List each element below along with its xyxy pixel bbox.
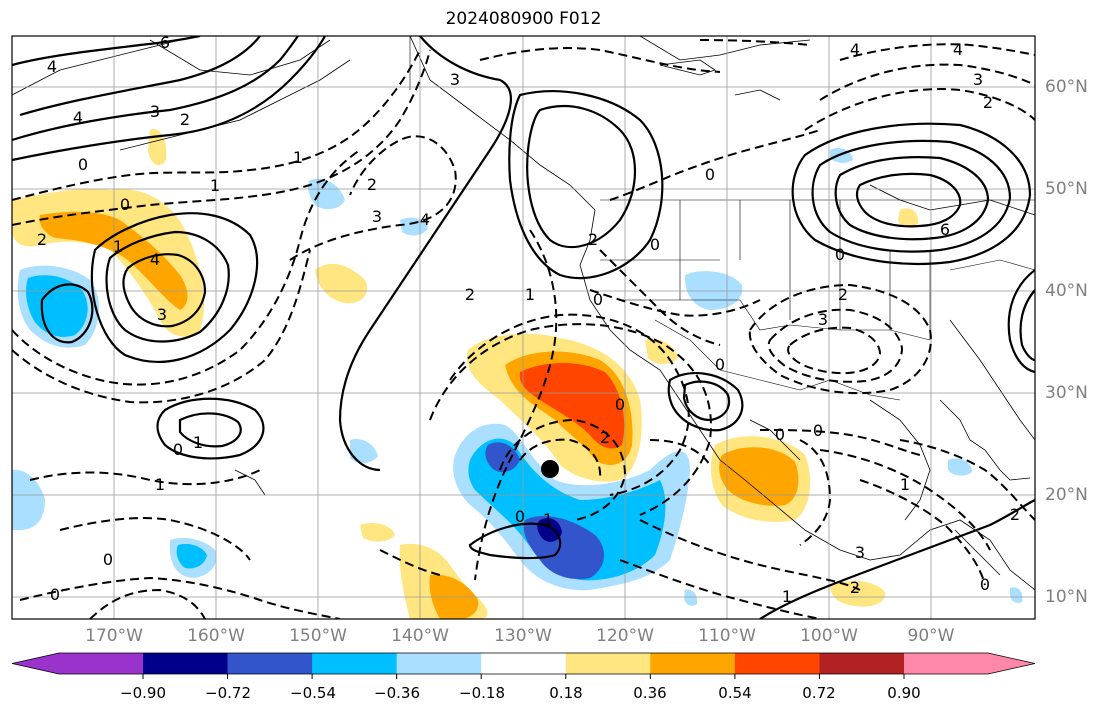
shaded-anomaly-fields — [12, 129, 1023, 619]
contour-label: 2 — [600, 428, 610, 447]
contour-label: 0 — [120, 195, 130, 214]
contour-label: 3 — [372, 207, 382, 226]
lon-label: 130°W — [494, 626, 552, 646]
lat-label: 60°N — [1045, 77, 1088, 97]
lon-label: 110°W — [698, 626, 756, 646]
lon-label: 170°W — [85, 626, 143, 646]
map-frame — [11, 35, 1036, 620]
contour-label: 1 — [210, 176, 220, 195]
map-title: 2024080900 F012 — [445, 9, 602, 29]
colorbar-tick-label: 0.90 — [887, 684, 921, 702]
contour-label: 3 — [150, 102, 160, 121]
contour-label: 1 — [193, 433, 203, 452]
contour-label: 1 — [543, 510, 553, 529]
lat-label: 20°N — [1045, 485, 1088, 505]
lon-label: 160°W — [187, 626, 245, 646]
lat-label: 40°N — [1045, 281, 1088, 301]
contour-label: 3 — [818, 310, 828, 329]
lon-label: 140°W — [391, 626, 449, 646]
contour-label: 1 — [293, 148, 303, 167]
contour-label: 1 — [113, 237, 123, 256]
contour-label: 4 — [850, 40, 860, 59]
contour-label: 0 — [103, 550, 113, 569]
colorbar-tick-label: −0.72 — [205, 684, 251, 702]
contour-label: 0 — [50, 585, 60, 604]
contour-label: 4 — [150, 250, 160, 269]
colorbar-tick-label: −0.36 — [374, 684, 420, 702]
contour-label: 0 — [515, 507, 525, 526]
contour-label: 3 — [157, 305, 167, 324]
contour-label: 4 — [47, 57, 57, 76]
lon-label: 90°W — [907, 626, 955, 646]
contour-label: 0 — [650, 235, 660, 254]
colorbar-tick-label: 0.36 — [633, 684, 667, 702]
contour-label: 0 — [173, 440, 183, 459]
contour-label: 4 — [953, 40, 963, 59]
contour-label: 1 — [900, 475, 910, 494]
contour-label: 3 — [450, 70, 460, 89]
contour-label: 2 — [37, 230, 47, 249]
contour-label: 2 — [838, 285, 848, 304]
lon-label: 100°W — [800, 626, 858, 646]
contour-label: 0 — [835, 245, 845, 264]
contour-label: 0 — [78, 155, 88, 174]
contour-label: 6 — [940, 220, 950, 239]
contour-label: 0 — [715, 355, 725, 374]
contour-label: 2 — [850, 578, 860, 597]
contour-label: 0 — [813, 421, 823, 440]
contour-label: 3 — [855, 543, 865, 562]
dashed-contours — [12, 39, 1035, 619]
contour-label: 3 — [973, 70, 983, 89]
colorbar-tick-label: 0.54 — [718, 684, 752, 702]
contour-label: 2 — [983, 93, 993, 112]
contour-label: 2 — [367, 175, 377, 194]
lat-label: 50°N — [1045, 179, 1088, 199]
contour-label: 2 — [588, 230, 598, 249]
contour-label: 1 — [525, 285, 535, 304]
contour-label: 0 — [775, 425, 785, 444]
contour-label: 4 — [73, 108, 83, 127]
lon-label: 120°W — [596, 626, 654, 646]
lat-label: 10°N — [1045, 587, 1088, 607]
colorbar-tick-label: −0.90 — [120, 684, 166, 702]
contour-label: 0 — [615, 395, 625, 414]
colorbar-tick-label: 0.72 — [802, 684, 836, 702]
contour-label: 1 — [155, 475, 165, 494]
contour-label: 2 — [180, 110, 190, 129]
lon-label: 150°W — [289, 626, 347, 646]
contour-label: 1 — [782, 587, 792, 606]
contour-label: 0 — [980, 575, 990, 594]
colorbar-tick-label: 0.18 — [549, 684, 583, 702]
colorbar-tick-label: −0.54 — [290, 684, 336, 702]
contour-label: 0 — [593, 290, 603, 309]
lat-label: 30°N — [1045, 383, 1088, 403]
contour-label-layer: 4 6 4 3 2 1 0 1 2 3 3 2 1 0 4 4 3 2 0 0 … — [37, 33, 1020, 606]
contour-label: 2 — [1010, 505, 1020, 524]
contour-label: 6 — [160, 33, 170, 52]
colorbar-tick-label: −0.18 — [459, 684, 505, 702]
solid-contours — [12, 36, 1035, 619]
contour-label: 4 — [420, 210, 430, 229]
contour-label: 2 — [465, 285, 475, 304]
contour-label: 0 — [705, 165, 715, 184]
storm-center-marker — [541, 460, 559, 478]
